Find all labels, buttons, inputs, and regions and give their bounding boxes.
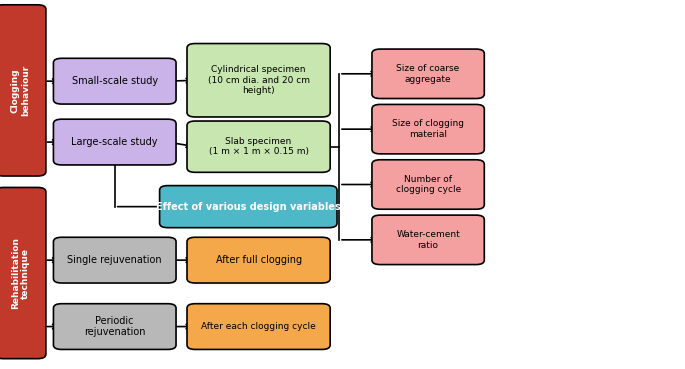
FancyBboxPatch shape <box>187 44 330 117</box>
Text: Size of clogging
material: Size of clogging material <box>392 120 464 139</box>
FancyBboxPatch shape <box>372 104 484 154</box>
Text: Periodic
rejuvenation: Periodic rejuvenation <box>84 316 145 337</box>
Text: Water-cement
ratio: Water-cement ratio <box>396 230 460 249</box>
FancyBboxPatch shape <box>53 237 176 283</box>
Text: Cylindrical specimen
(10 cm dia. and 20 cm
height): Cylindrical specimen (10 cm dia. and 20 … <box>208 65 310 95</box>
FancyBboxPatch shape <box>187 237 330 283</box>
Text: Rehabilitation
technique: Rehabilitation technique <box>11 237 30 309</box>
Text: Number of
clogging cycle: Number of clogging cycle <box>395 175 461 194</box>
FancyBboxPatch shape <box>372 215 484 265</box>
Text: After full clogging: After full clogging <box>216 255 301 265</box>
Text: Effect of various design variables: Effect of various design variables <box>156 201 340 212</box>
FancyBboxPatch shape <box>160 186 337 228</box>
FancyBboxPatch shape <box>53 304 176 349</box>
FancyBboxPatch shape <box>187 304 330 349</box>
Text: After each clogging cycle: After each clogging cycle <box>201 322 316 331</box>
Text: Clogging
behaviour: Clogging behaviour <box>11 65 30 116</box>
FancyBboxPatch shape <box>187 121 330 172</box>
Text: Size of coarse
aggregate: Size of coarse aggregate <box>397 64 460 83</box>
FancyBboxPatch shape <box>53 119 176 165</box>
FancyBboxPatch shape <box>372 49 484 99</box>
Text: Single rejuvenation: Single rejuvenation <box>67 255 162 265</box>
FancyBboxPatch shape <box>0 187 46 359</box>
FancyBboxPatch shape <box>372 160 484 209</box>
Text: Slab specimen
(1 m × 1 m × 0.15 m): Slab specimen (1 m × 1 m × 0.15 m) <box>209 137 308 156</box>
FancyBboxPatch shape <box>53 58 176 104</box>
Text: Large-scale study: Large-scale study <box>71 137 158 147</box>
Text: Small-scale study: Small-scale study <box>72 76 158 86</box>
FancyBboxPatch shape <box>0 5 46 176</box>
